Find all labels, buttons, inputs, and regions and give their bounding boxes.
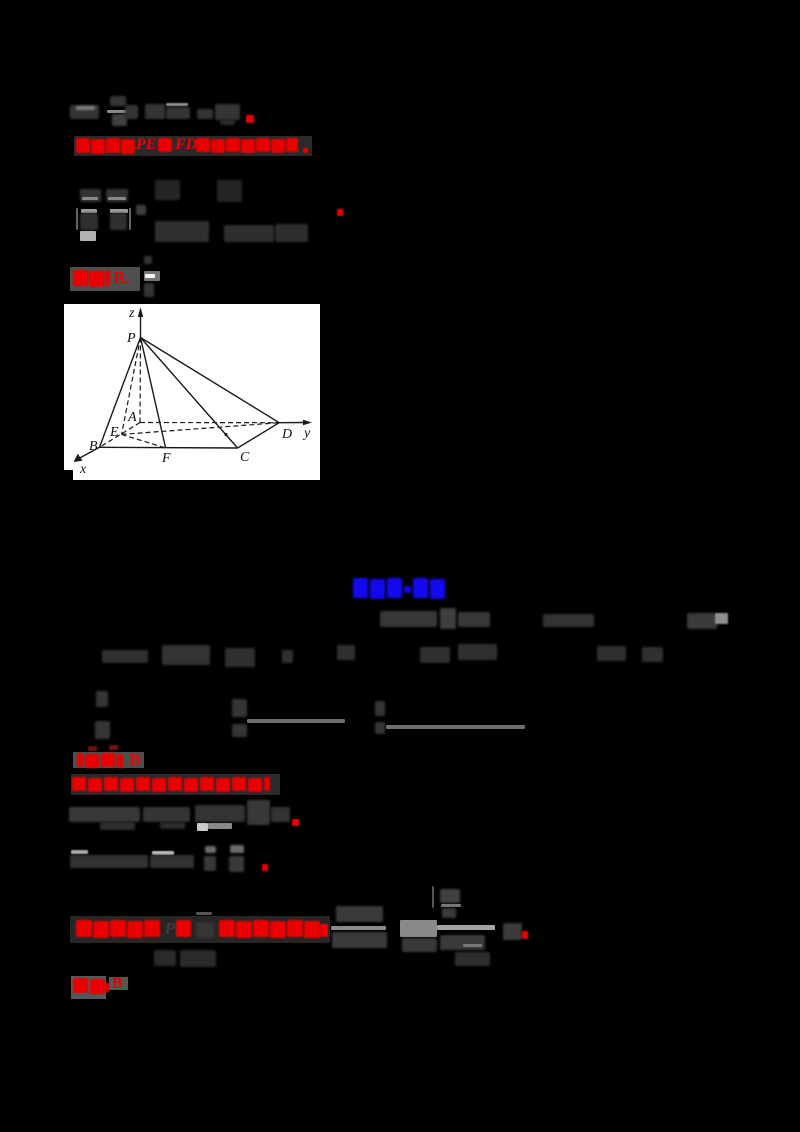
svg-text:E: E	[109, 425, 119, 440]
svg-text:F: F	[161, 451, 171, 466]
svg-text:z: z	[128, 306, 135, 321]
svg-text:B: B	[89, 439, 98, 454]
svg-text:A: A	[127, 410, 137, 425]
svg-text:D: D	[281, 427, 292, 442]
svg-text:y: y	[302, 426, 311, 441]
svg-text:C: C	[240, 450, 250, 465]
svg-text:x: x	[79, 462, 87, 477]
svg-text:P: P	[126, 331, 136, 346]
